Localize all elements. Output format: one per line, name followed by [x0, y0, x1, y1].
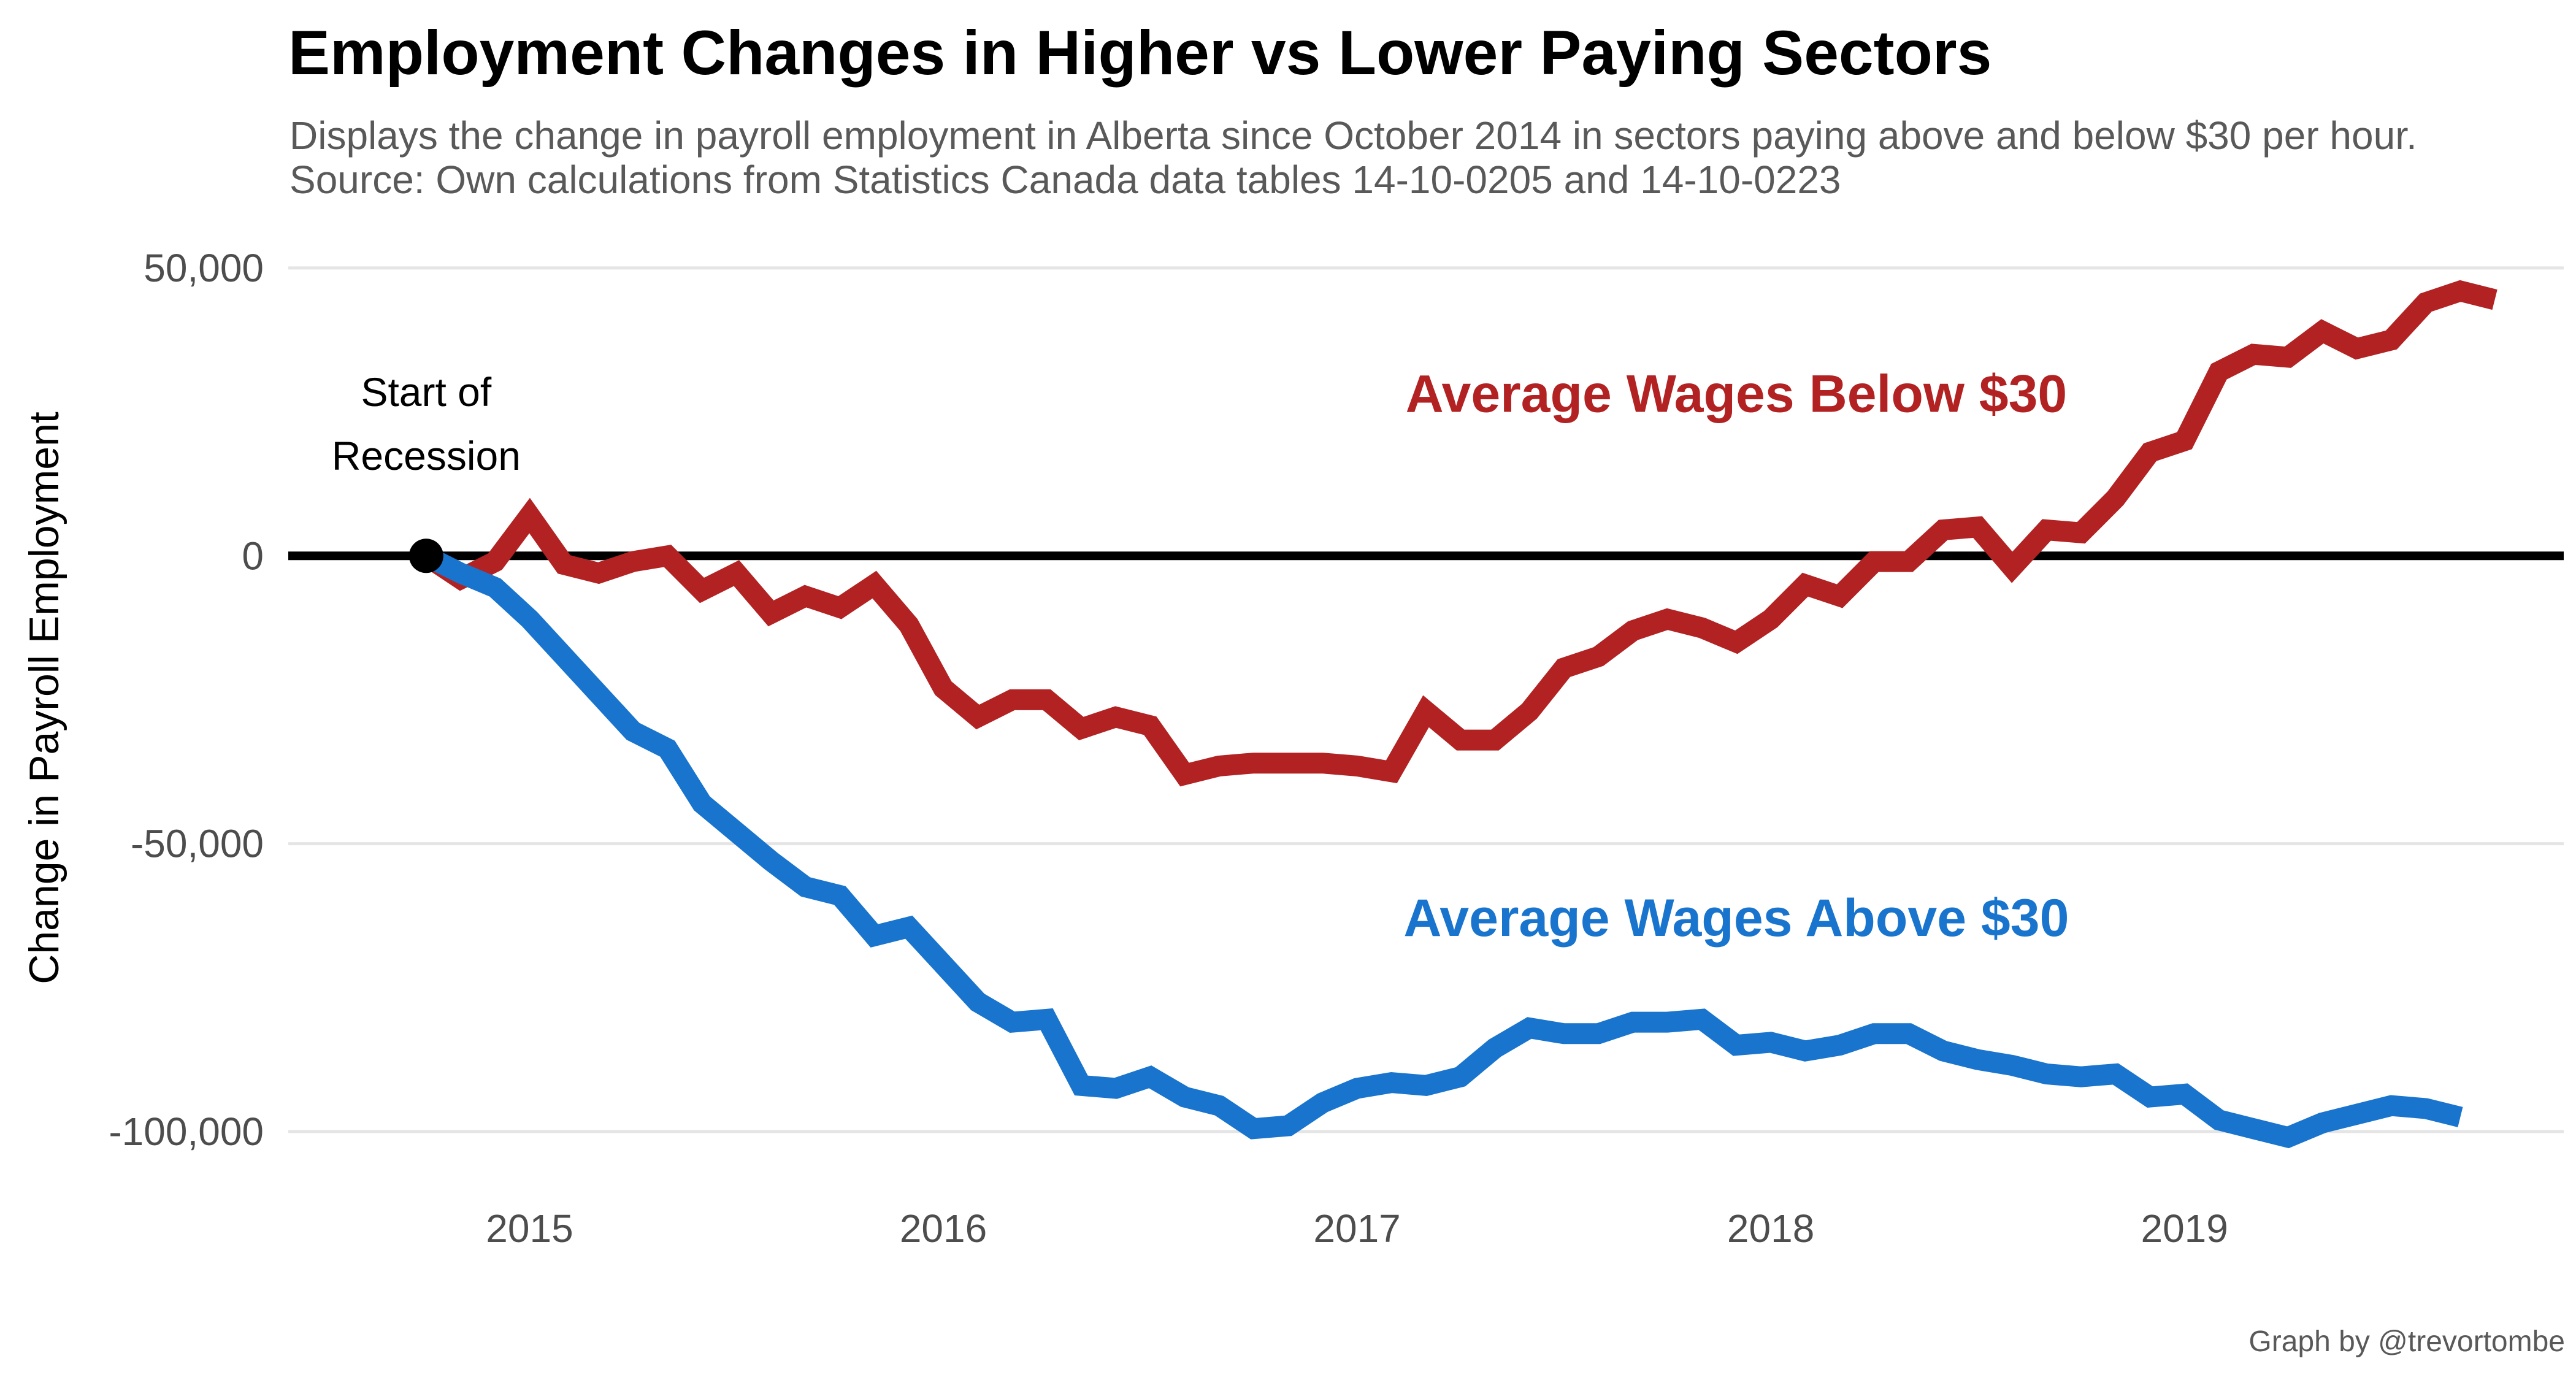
chart-title: Employment Changes in Higher vs Lower Pa…: [288, 18, 1992, 88]
recession-annotation-line: Recession: [332, 433, 521, 478]
recession-start-point: [408, 539, 443, 573]
recession-annotation-line: Start of: [361, 369, 491, 415]
series-line-below-30: [420, 280, 2497, 787]
x-tick-label: 2019: [2141, 1206, 2228, 1251]
x-tick-label: 2015: [486, 1206, 573, 1251]
x-tick-label: 2016: [900, 1206, 987, 1251]
subtitle-source: Source: Own calculations from Statistics…: [289, 158, 1841, 202]
series-label-below-30: Average Wages Below $30: [1406, 365, 2068, 424]
y-tick-label: -100,000: [109, 1110, 264, 1154]
y-tick-label: -50,000: [131, 822, 264, 866]
y-tick-label: 0: [242, 534, 264, 578]
chart-caption: Graph by @trevortombe: [2248, 1325, 2565, 1358]
series-label-above-30: Average Wages Above $30: [1403, 889, 2069, 948]
subtitle-description: Displays the change in payroll employmen…: [289, 113, 2417, 158]
series-line-above-30: [421, 546, 2463, 1149]
x-tick-label: 2017: [1313, 1206, 1400, 1251]
x-tick-label: 2018: [1727, 1206, 1814, 1251]
chart-subtitle: Displays the change in payroll employmen…: [289, 113, 2417, 202]
y-tick-label: 50,000: [144, 246, 264, 290]
